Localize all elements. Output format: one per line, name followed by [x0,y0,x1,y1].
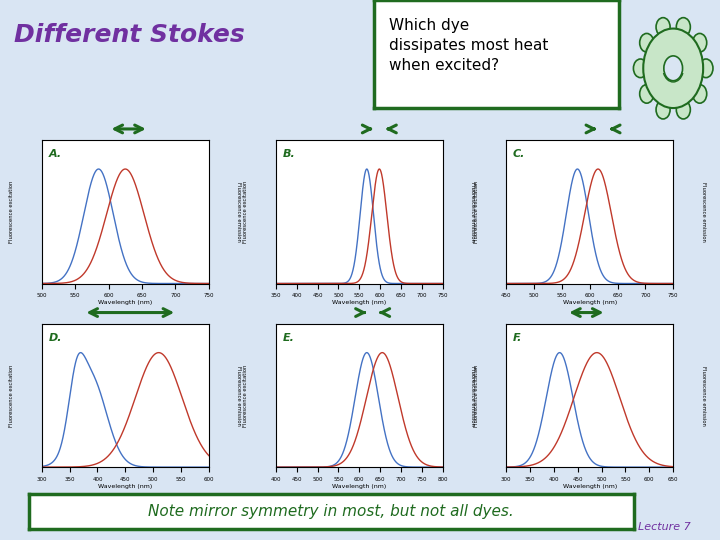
Text: Fluorescence excitation: Fluorescence excitation [474,364,479,427]
X-axis label: Wavelength (nm): Wavelength (nm) [332,300,387,305]
X-axis label: Wavelength (nm): Wavelength (nm) [562,300,617,305]
X-axis label: Wavelength (nm): Wavelength (nm) [98,300,153,305]
Circle shape [634,59,647,78]
Text: C.: C. [513,149,525,159]
Text: Fluorescence excitation: Fluorescence excitation [9,364,14,427]
Text: Fluorescence excitation: Fluorescence excitation [474,181,479,243]
Text: Lecture 7: Lecture 7 [639,522,691,532]
Text: Fluorescence emission: Fluorescence emission [470,366,475,426]
Text: Fluorescence emission: Fluorescence emission [236,182,241,242]
Text: D.: D. [48,333,62,342]
Text: Fluorescence emission: Fluorescence emission [701,182,706,242]
Text: Fluorescence emission: Fluorescence emission [470,182,475,242]
Text: Note mirror symmetry in most, but not all dyes.: Note mirror symmetry in most, but not al… [148,504,514,519]
Circle shape [693,33,707,52]
Text: Fluorescence excitation: Fluorescence excitation [9,181,14,243]
Circle shape [699,59,713,78]
Circle shape [639,33,654,52]
Circle shape [664,56,683,80]
X-axis label: Wavelength (nm): Wavelength (nm) [562,484,617,489]
Circle shape [676,18,690,36]
Text: Fluorescence excitation: Fluorescence excitation [243,364,248,427]
Text: Which dye
dissipates most heat
when excited?: Which dye dissipates most heat when exci… [389,18,549,73]
Circle shape [643,29,703,108]
Text: A.: A. [48,149,62,159]
Text: Fluorescence emission: Fluorescence emission [701,366,706,426]
X-axis label: Wavelength (nm): Wavelength (nm) [332,484,387,489]
Text: Fluorescence emission: Fluorescence emission [236,366,241,426]
Circle shape [693,85,707,103]
Text: E.: E. [282,333,294,342]
Text: Different Stokes: Different Stokes [14,23,245,47]
X-axis label: Wavelength (nm): Wavelength (nm) [98,484,153,489]
Circle shape [639,85,654,103]
Text: B.: B. [282,149,295,159]
Circle shape [656,100,670,119]
Text: Fluorescence excitation: Fluorescence excitation [243,181,248,243]
Circle shape [676,100,690,119]
Text: F.: F. [513,333,522,342]
Circle shape [656,18,670,36]
